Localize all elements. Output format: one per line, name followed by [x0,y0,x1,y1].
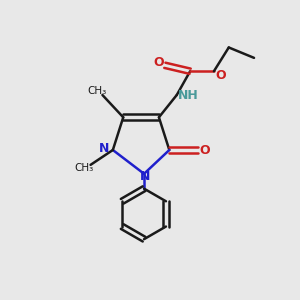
Text: O: O [200,143,210,157]
Text: NH: NH [178,88,198,101]
Text: O: O [215,69,226,82]
Text: O: O [153,56,164,69]
Text: CH₃: CH₃ [74,164,94,173]
Text: CH₃: CH₃ [88,86,107,96]
Text: N: N [99,142,110,155]
Text: N: N [140,170,151,183]
